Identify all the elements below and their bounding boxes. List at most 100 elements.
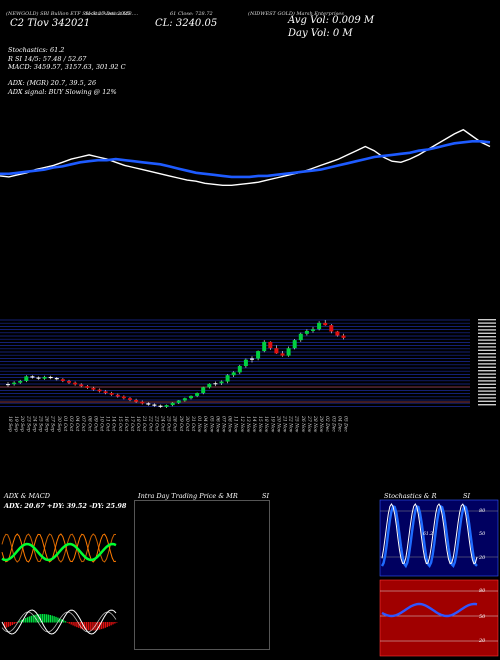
- macd-histogram-bar: [112, 622, 114, 625]
- date-label: 14 Oct: [111, 416, 117, 431]
- macd-histogram-bar: [95, 622, 97, 631]
- date-label: 05 Dec: [343, 416, 349, 432]
- date-label: 16 Oct: [123, 416, 129, 431]
- date-label: 25 Nov: [294, 415, 300, 433]
- macd-histogram-bar: [24, 618, 27, 623]
- date-label: 26 Sep: [44, 415, 50, 432]
- header-line-1a: (NEWGOLD) SBI Bullion ETF Stock 27 Dec 2…: [6, 11, 139, 17]
- macd-histogram-bar: [114, 622, 116, 624]
- macd-histogram-bar: [4, 622, 6, 629]
- candle-body: [250, 358, 254, 360]
- candle-body: [286, 348, 291, 356]
- macd-histogram-bar: [97, 622, 99, 630]
- date-label: 22 Nov: [288, 415, 294, 433]
- date-label: 04 Nov: [202, 416, 208, 433]
- macd-histogram-bar: [42, 614, 44, 623]
- price-label-mark: [478, 346, 496, 348]
- date-label: 07 Nov: [221, 416, 227, 433]
- macd-histogram-bar: [76, 622, 78, 628]
- price-label-mark: [478, 319, 496, 321]
- candle-body: [115, 394, 120, 397]
- macd-signal-line: [1, 611, 117, 633]
- macd-histogram-bar: [68, 622, 70, 624]
- header-line-1c: 61 Close: 728.72: [170, 11, 213, 17]
- date-label: 22 Oct: [147, 415, 153, 431]
- price-label-mark: [478, 322, 496, 324]
- rsi-tick-80: 80: [479, 588, 486, 594]
- candle-body: [292, 340, 297, 349]
- macd-histogram-bar: [85, 622, 88, 631]
- date-label: 08 Oct: [86, 416, 92, 431]
- date-label: 19 Sep: [13, 416, 19, 432]
- date-label: 31 Oct: [190, 416, 196, 431]
- candle-body: [237, 366, 242, 373]
- price-label-mark: [478, 359, 496, 362]
- macd-histogram-bar: [83, 622, 86, 630]
- macd-histogram-bar: [66, 622, 69, 623]
- stoch-value-label: 61.2: [423, 532, 434, 537]
- date-label: 21 Nov: [282, 415, 288, 433]
- price-label-mark: [478, 373, 496, 375]
- price-label-mark: [478, 356, 496, 358]
- macd-histogram-bar: [45, 614, 48, 623]
- price-label-mark: [478, 400, 496, 402]
- macd-histogram-bar: [87, 622, 89, 631]
- candle-body: [30, 376, 35, 378]
- macd-histogram-bar: [59, 618, 61, 623]
- date-label: 30 Oct: [184, 416, 190, 431]
- date-label: 18 Nov: [263, 416, 269, 433]
- macd-histogram-bar: [26, 617, 29, 623]
- date-label: 18 Oct: [135, 416, 141, 431]
- candle-body: [60, 379, 65, 381]
- date-label: 20 Nov: [275, 415, 281, 433]
- candle-body: [182, 398, 187, 401]
- candle-body: [243, 359, 248, 367]
- rsi-panel-bg: [379, 579, 499, 657]
- date-label: 27 Sep: [50, 415, 56, 432]
- date-label: 23 Sep: [25, 415, 31, 432]
- price-label-mark: [478, 325, 496, 328]
- macd-histogram-bar: [104, 622, 107, 628]
- date-label: 19 Nov: [269, 416, 275, 433]
- candle-body: [146, 403, 151, 405]
- candle-body: [103, 391, 108, 394]
- stoch-tick-80: 80: [479, 508, 486, 514]
- date-label: 04 Oct: [74, 416, 80, 431]
- price-label-mark: [478, 366, 496, 368]
- candle-body: [341, 335, 346, 338]
- macd-histogram-bar: [13, 622, 15, 625]
- date-label: 21 Oct: [141, 415, 147, 431]
- candle-body: [231, 372, 236, 376]
- date-label: 18 Sep: [7, 416, 13, 432]
- price-label-mark: [478, 363, 496, 365]
- price-label-mark: [478, 329, 496, 331]
- date-label: 27 Nov: [306, 415, 312, 433]
- candle-body: [207, 383, 212, 388]
- candlestick-chart: 18 Sep 19 Sep 20 Sep 23 Sep 24 Sep 25 Sep 26 S…: [0, 319, 496, 433]
- candle-body: [36, 377, 41, 379]
- candle-body: [189, 395, 193, 399]
- date-label: 08 Nov: [227, 416, 233, 433]
- stoch-k-line: [380, 504, 478, 569]
- macd-histogram-bar: [55, 616, 57, 623]
- date-label: 13 Nov: [245, 416, 251, 433]
- intraday-panel-si: SI: [262, 492, 270, 500]
- macd-histogram-bar: [30, 615, 32, 623]
- adx-panel-title: ADX & MACD: [4, 492, 50, 500]
- stoch-d-line: [381, 503, 478, 565]
- candle-body: [128, 398, 132, 400]
- macd-histogram-bar: [74, 622, 76, 627]
- adx-signal: ADX signal: BUY Slowing @ 12%: [8, 88, 117, 96]
- candle-body: [97, 389, 102, 392]
- date-label: 24 Sep: [31, 415, 37, 432]
- candle-body: [195, 393, 200, 396]
- macd-histogram-bar: [47, 614, 50, 623]
- price-label-mark: [478, 404, 496, 406]
- candle-body: [268, 341, 273, 349]
- price-label-mark: [478, 336, 496, 338]
- date-label: 29 Oct: [178, 415, 184, 431]
- candle-body: [256, 351, 261, 359]
- date-label: 11 Oct: [105, 416, 111, 431]
- date-label: 10 Oct: [99, 416, 105, 431]
- macd-histogram-bar: [91, 622, 93, 631]
